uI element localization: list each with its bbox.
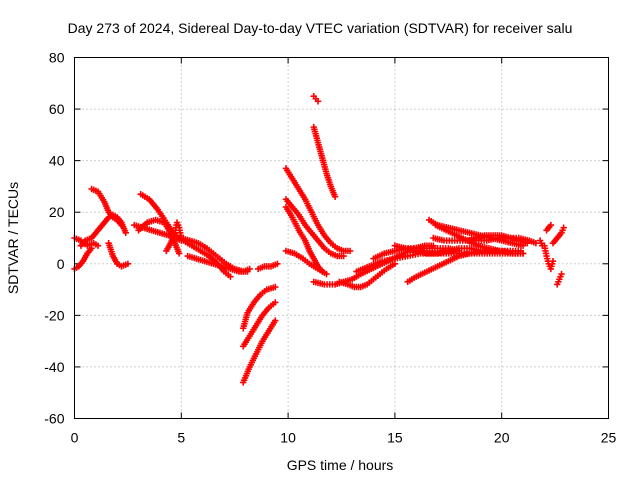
series-arc-05 (105, 239, 132, 270)
y-tick-label: 0 (57, 256, 65, 272)
data-point (517, 247, 525, 255)
series-arc-14 (240, 283, 279, 332)
data-point (118, 221, 125, 229)
series-arc-03 (77, 211, 129, 249)
data-point (227, 273, 234, 280)
x-tick-label: 5 (177, 430, 185, 446)
data-point (244, 268, 251, 275)
data-point (124, 260, 132, 267)
chart-title: Day 273 of 2024, Sidereal Day-to-day VTE… (68, 20, 573, 36)
data-point (88, 245, 95, 252)
series-arc-20 (310, 92, 322, 105)
series-arc-19 (282, 203, 326, 275)
plot-frame (74, 57, 609, 419)
y-tick-label: 60 (49, 101, 65, 117)
data-point (331, 193, 339, 200)
series-arc-15 (254, 260, 281, 273)
data-point (340, 252, 347, 260)
y-tick-label: -20 (44, 307, 64, 323)
series-arc-18 (282, 196, 347, 260)
data-point (532, 239, 540, 247)
x-tick-label: 20 (494, 430, 510, 446)
y-tick-label: -40 (44, 359, 64, 375)
data-point (274, 260, 281, 267)
y-axis-title: SDTVAR / TECUs (5, 182, 21, 294)
data-point (319, 268, 326, 275)
y-tick-label: 20 (49, 204, 65, 220)
series-arc-11 (184, 252, 251, 275)
series-arc-31 (464, 232, 531, 247)
data-point (272, 283, 279, 291)
x-tick-label: 25 (601, 430, 617, 446)
data-point (94, 242, 102, 249)
series-arc-12 (240, 317, 279, 386)
data-point (175, 250, 183, 257)
data-point (524, 239, 531, 247)
grid (74, 57, 609, 419)
series-arc-17 (282, 165, 354, 255)
series-arc-09 (163, 219, 185, 255)
x-tick-label: 0 (71, 430, 79, 446)
data-point (272, 317, 279, 324)
y-tick-label: 40 (49, 153, 65, 169)
x-tick-label: 10 (280, 430, 296, 446)
series-arc-13 (240, 299, 279, 350)
data-point (272, 299, 279, 306)
series-arc-04 (88, 185, 125, 229)
data-points (71, 92, 567, 386)
series-arc-36 (554, 270, 565, 288)
tick-labels: 0 5 10 15 20 25 -60 -40 -20 0 20 40 60 80 (44, 50, 616, 446)
axis-ticks (74, 57, 609, 419)
series-arc-35 (549, 224, 567, 247)
series-arc-34 (541, 242, 557, 273)
y-tick-label: 80 (49, 50, 65, 66)
series-arc-33 (543, 221, 555, 234)
y-tick-label: -60 (44, 411, 64, 427)
data-point (558, 270, 565, 278)
series-arc-23 (336, 260, 399, 291)
data-point (549, 258, 557, 265)
series-arc-21 (310, 123, 339, 200)
data-point (560, 224, 567, 231)
x-axis-title: GPS time / hours (287, 457, 394, 473)
x-tick-label: 15 (387, 430, 403, 446)
data-point (122, 229, 129, 237)
data-point (314, 98, 322, 105)
data-point (346, 247, 354, 255)
data-point (547, 221, 555, 229)
data-point (323, 270, 330, 278)
